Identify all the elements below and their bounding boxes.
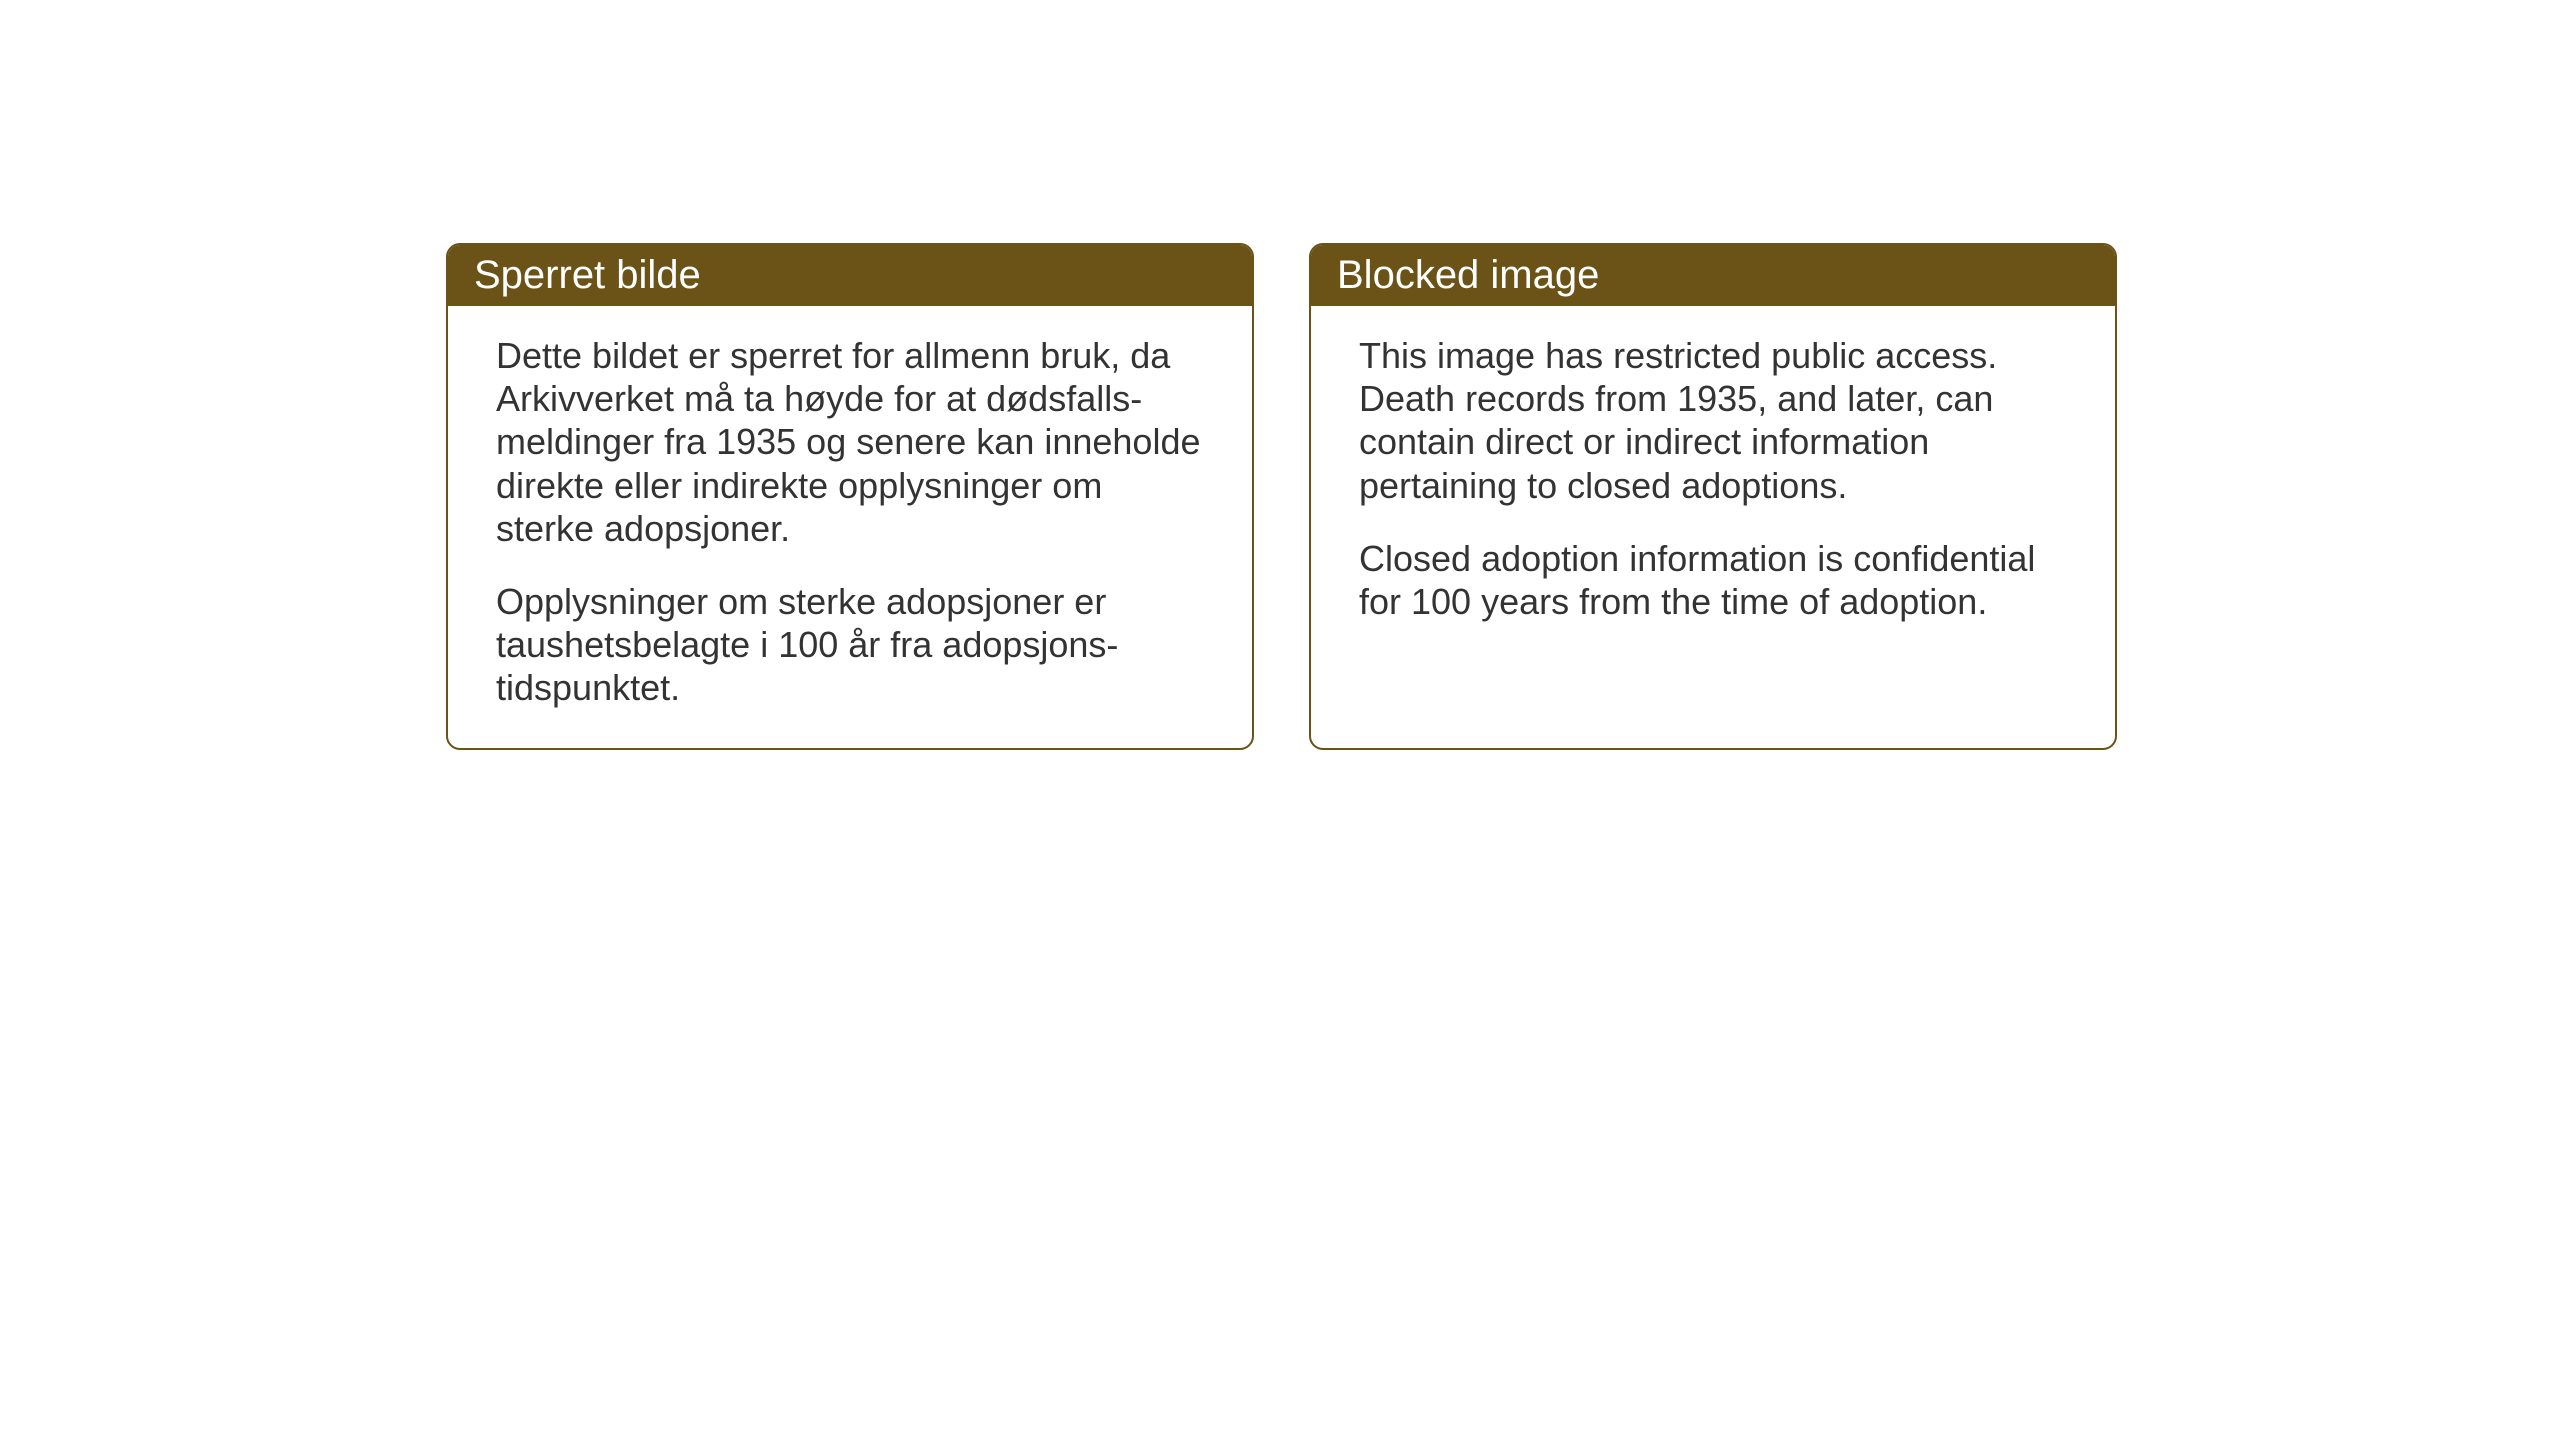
notice-box-english: Blocked image This image has restricted … <box>1309 243 2117 750</box>
notice-header-norwegian: Sperret bilde <box>448 245 1252 306</box>
notice-paragraph-2-english: Closed adoption information is confident… <box>1359 537 2067 623</box>
notice-container: Sperret bilde Dette bildet er sperret fo… <box>446 243 2117 750</box>
notice-paragraph-1-norwegian: Dette bildet er sperret for allmenn bruk… <box>496 334 1204 550</box>
notice-header-english: Blocked image <box>1311 245 2115 306</box>
notice-body-english: This image has restricted public access.… <box>1311 306 2115 661</box>
notice-box-norwegian: Sperret bilde Dette bildet er sperret fo… <box>446 243 1254 750</box>
notice-paragraph-2-norwegian: Opplysninger om sterke adopsjoner er tau… <box>496 580 1204 710</box>
notice-title-english: Blocked image <box>1337 253 1599 297</box>
notice-title-norwegian: Sperret bilde <box>474 253 701 297</box>
notice-body-norwegian: Dette bildet er sperret for allmenn bruk… <box>448 306 1252 748</box>
notice-paragraph-1-english: This image has restricted public access.… <box>1359 334 2067 507</box>
